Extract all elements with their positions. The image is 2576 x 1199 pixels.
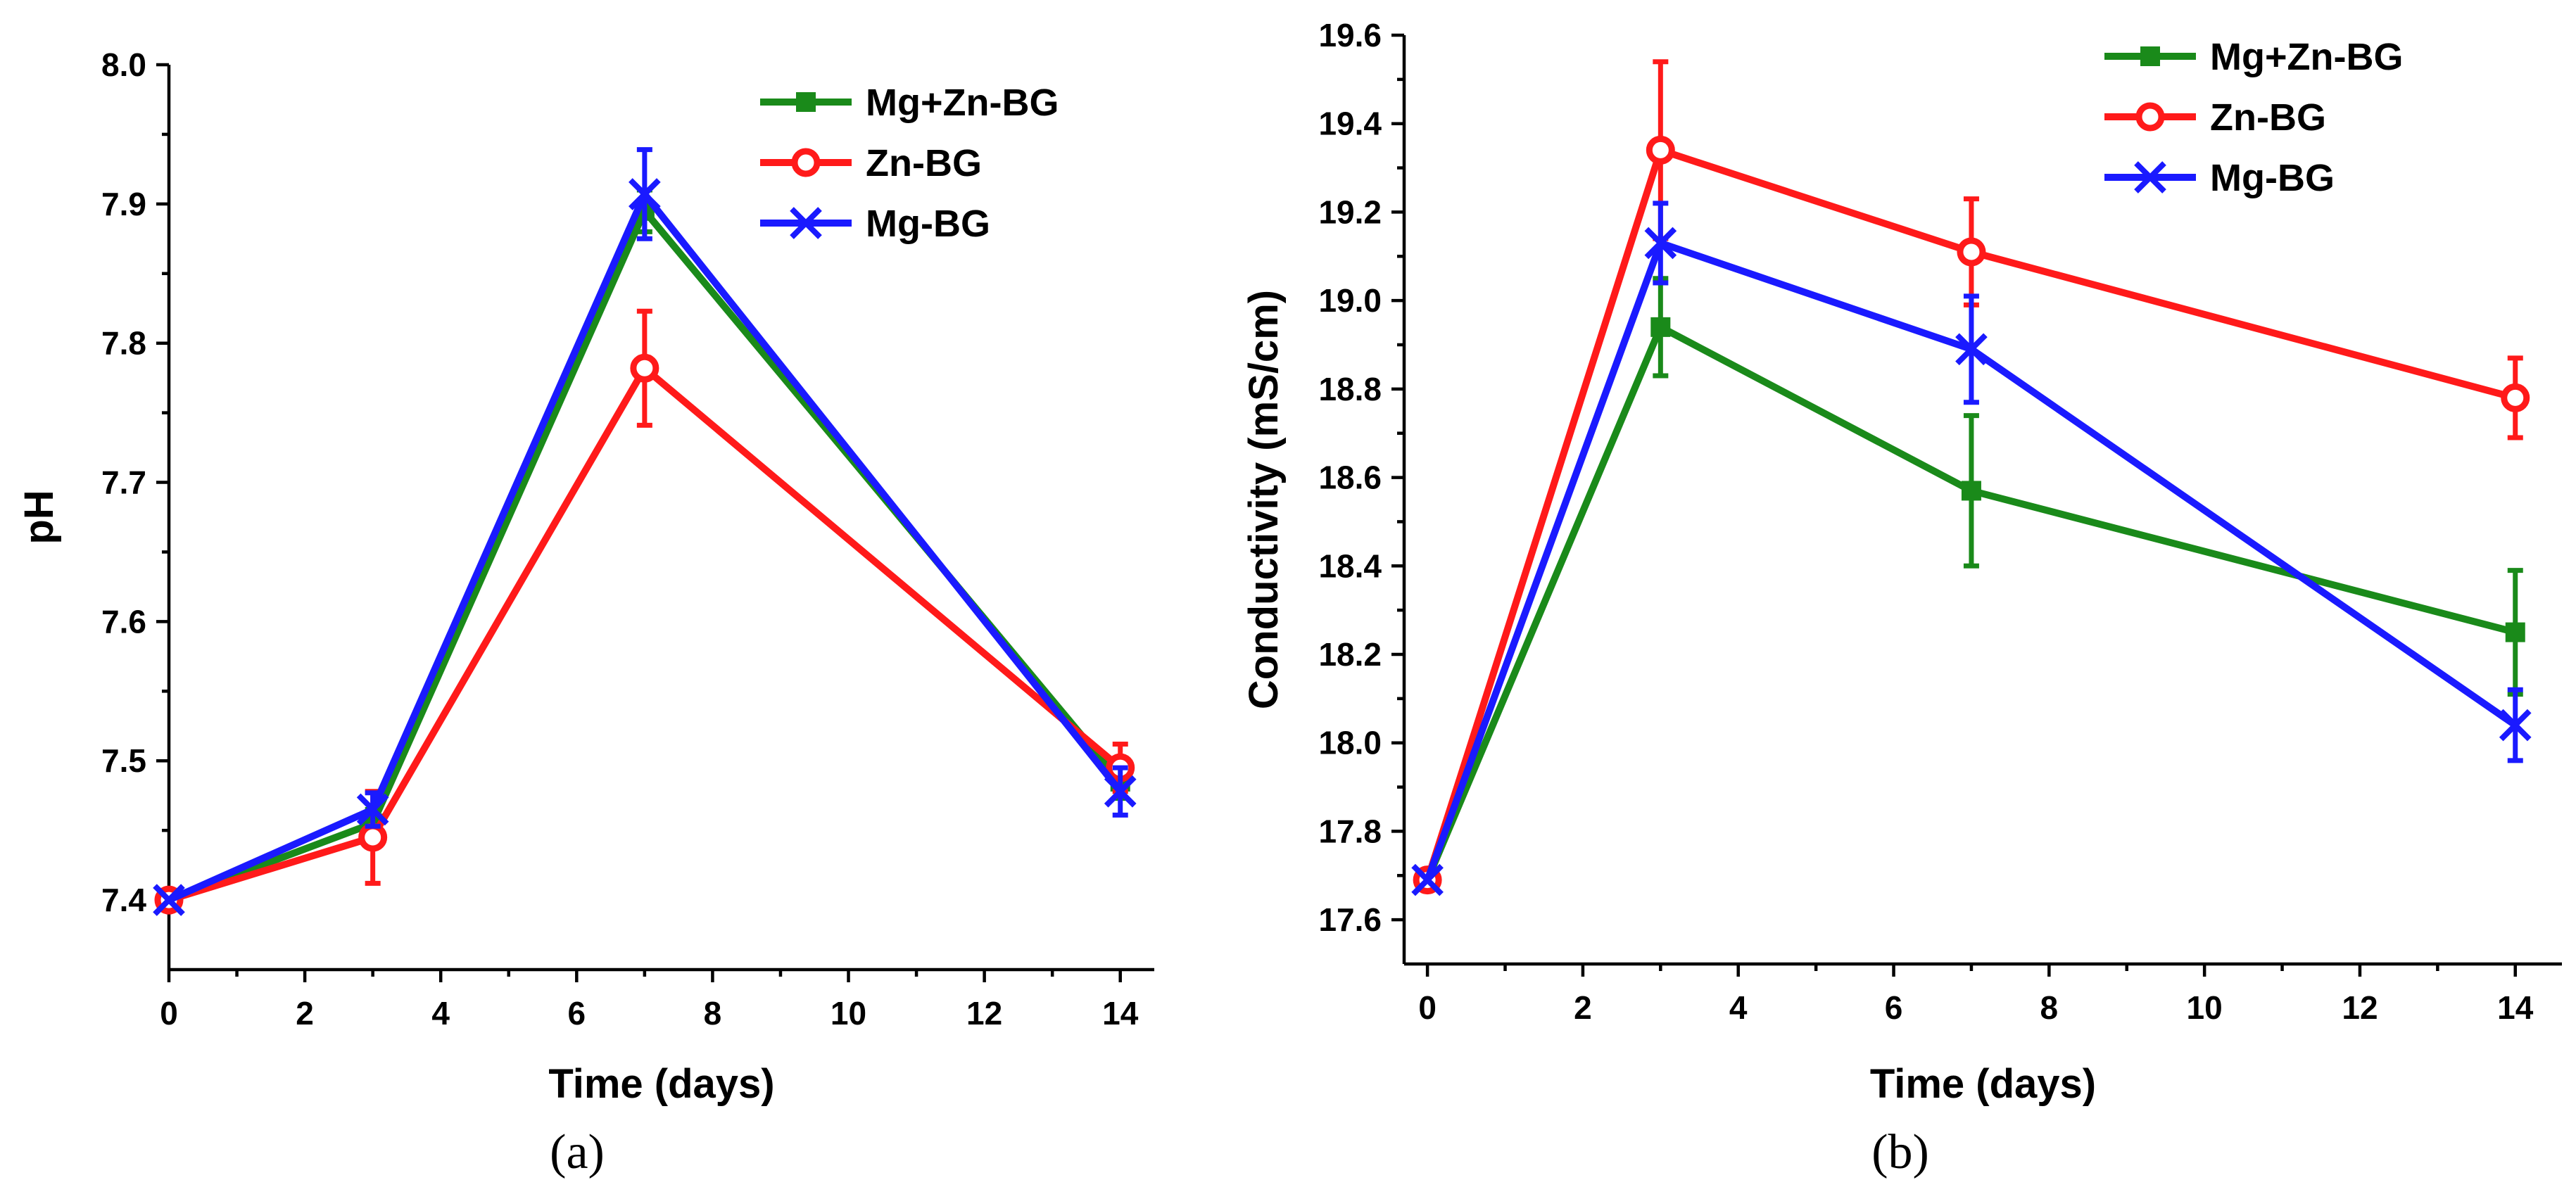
y-tick-label: 17.6 [1318,901,1382,938]
cross-marker [1955,333,1988,366]
x-tick-label: 10 [2187,989,2223,1026]
square-marker [1961,481,1981,501]
y-axis-title: pH [16,490,62,544]
x-tick-label: 4 [431,995,450,1032]
series-line [168,364,1123,903]
circle-marker [2135,102,2165,132]
circle-marker [630,353,659,383]
y-tick-label: 18.6 [1318,459,1382,496]
y-tick-label: 7.7 [101,464,146,501]
x-tick-label: 0 [160,995,178,1032]
square-marker [2140,46,2160,66]
x-tick-label: 6 [568,995,586,1032]
legend-label: Zn-BG [2210,96,2326,139]
y-tick-label: 18.2 [1318,636,1382,673]
y-tick-label: 19.0 [1318,282,1382,319]
x-tick-label: 2 [296,995,314,1032]
y-tick-label: 18.8 [1318,371,1382,407]
series-mg-zn-bg [159,187,1130,911]
square-marker [796,92,816,112]
square-marker [1650,317,1671,337]
cross-marker [2499,709,2532,742]
cross-marker [1411,863,1444,896]
x-tick-label: 4 [1729,989,1748,1026]
series-line [167,190,1123,903]
series-line [1424,146,2517,882]
legend-label: Zn-BG [866,142,982,184]
y-axis-title: Conductivity (mS/cm) [1241,290,1287,709]
cross-marker [790,207,822,239]
y-tick-label: 7.6 [101,603,146,640]
panel-a-ph-chart: 0 2 4 6 8 10 12 14 7.4 7.5 7.6 7.7 7.8 7.9 8.0 Time (da… [16,46,1154,1179]
square-marker [2505,622,2525,642]
x-tick-label: 2 [1574,989,1592,1026]
x-axis-title: Time (days) [548,1061,774,1107]
y-tick-label: 18.4 [1318,547,1382,584]
panel-caption: (a) [550,1125,605,1179]
legend: Mg+Zn-BG Zn-BG Mg-BG [2104,36,2403,199]
y-tick-label: 7.9 [101,186,146,222]
cross-marker [356,793,389,826]
series-zn-bg [154,308,1135,915]
x-tick-label: 6 [1885,989,1903,1026]
series-mg-bg [153,147,1137,916]
x-tick-label: 12 [2342,989,2378,1026]
x-tick-label: 14 [1102,995,1139,1032]
x-tick-label: 8 [2040,989,2059,1026]
x-tick-label: 8 [704,995,722,1032]
panel-caption: (b) [1871,1125,1929,1179]
circle-marker [791,148,821,177]
series-zn-bg [1413,59,2530,895]
x-tick-label: 12 [966,995,1002,1032]
x-axis-title: Time (days) [1870,1061,2096,1107]
x-tick-label: 14 [2497,989,2534,1026]
series-mg-bg [1411,201,2532,896]
panel-b-conductivity-chart: 0 2 4 6 8 10 12 14 17.6 17.8 18.0 18.2 18.4 18.6 18.8 1… [1241,17,2562,1179]
cross-marker [629,178,661,210]
x-tick-label: 10 [831,995,866,1032]
series-line [1424,239,2518,882]
y-tick-label: 19.6 [1318,17,1382,53]
legend-label: Mg-BG [2210,157,2335,199]
legend-label: Mg+Zn-BG [866,82,1059,124]
y-tick-label: 7.5 [101,742,146,779]
y-tick-label: 17.8 [1318,813,1382,849]
cross-marker [1104,775,1137,808]
y-tick-label: 19.2 [1318,194,1382,230]
legend: Mg+Zn-BG Zn-BG Mg-BG [760,82,1059,245]
circle-marker [1957,237,1986,267]
y-tick-label: 7.4 [101,882,146,918]
circle-marker [1646,135,1675,165]
legend-label: Mg+Zn-BG [2210,36,2403,78]
x-tick-label: 0 [1418,989,1437,1026]
circle-marker [358,823,388,852]
series-line [1424,323,2517,882]
cross-marker [1644,227,1677,260]
cross-marker [153,884,185,916]
y-tick-label: 8.0 [101,46,146,83]
circle-marker [2501,383,2530,412]
y-tick-label: 19.4 [1318,106,1382,142]
y-tick-label: 18.0 [1318,725,1382,761]
legend-label: Mg-BG [866,203,990,245]
y-tick-label: 7.8 [101,325,146,362]
cross-marker [2134,161,2166,194]
